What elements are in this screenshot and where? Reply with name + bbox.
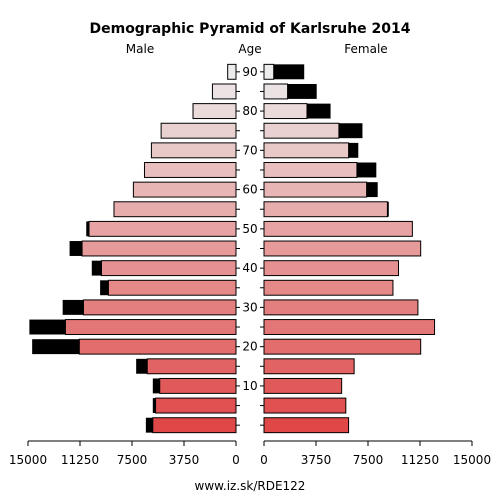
male-surplus-20-24 xyxy=(32,339,80,355)
source-footer: www.iz.sk/RDE122 xyxy=(195,479,306,493)
female-bar-40-44 xyxy=(263,260,400,277)
female-surplus-75-79 xyxy=(338,123,363,139)
male-surplus-0-4 xyxy=(145,417,153,433)
female-x-tick-label: 3750 xyxy=(301,453,332,467)
female-surplus-85-89 xyxy=(287,83,317,99)
female-bar-50-54 xyxy=(263,220,413,237)
age-tick-label: 90 xyxy=(242,65,257,79)
male-label: Male xyxy=(126,42,154,56)
female-bar-85-89 xyxy=(263,83,289,100)
male-bar-10-14 xyxy=(159,377,237,394)
female-bar-80-84 xyxy=(263,103,308,120)
age-tick-label: 80 xyxy=(242,104,257,118)
age-tick-label: 30 xyxy=(242,300,257,314)
female-surplus-90+ xyxy=(273,64,305,80)
male-bar-40-44 xyxy=(100,260,237,277)
male-bar-90+ xyxy=(227,63,237,80)
female-bar-75-79 xyxy=(263,122,340,139)
male-bar-85-89 xyxy=(211,83,237,100)
male-bar-30-34 xyxy=(82,299,237,316)
female-surplus-65-69 xyxy=(356,162,377,178)
male-x-tick-label: 3750 xyxy=(169,453,200,467)
female-bar-15-19 xyxy=(263,358,355,375)
female-bar-60-64 xyxy=(263,181,368,198)
x-axis: 15000 11250 7500 3750 0 0 3750 7500 11250 15000 xyxy=(9,440,491,467)
male-surplus-35-39 xyxy=(100,280,109,296)
female-label: Female xyxy=(344,42,387,56)
male-surplus-10-14 xyxy=(152,378,160,394)
age-tick-label: 10 xyxy=(242,379,257,393)
male-bar-60-64 xyxy=(132,181,237,198)
male-x-tick-label: 11250 xyxy=(61,453,99,467)
male-surplus-5-9 xyxy=(152,398,156,414)
female-bar-30-34 xyxy=(263,299,419,316)
male-bar-0-4 xyxy=(152,417,237,434)
male-surplus-15-19 xyxy=(136,358,148,374)
male-bar-75-79 xyxy=(160,122,237,139)
female-surplus-80-84 xyxy=(306,103,331,119)
male-x-tick-label: 15000 xyxy=(9,453,47,467)
male-surplus-25-29 xyxy=(29,319,66,335)
female-bar-5-9 xyxy=(263,397,347,414)
male-bar-35-39 xyxy=(107,279,237,296)
male-bar-80-84 xyxy=(192,103,237,120)
age-tick-label: 40 xyxy=(242,261,257,275)
age-tick-label: 20 xyxy=(242,340,257,354)
female-surplus-60-64 xyxy=(366,182,378,198)
female-bar-65-69 xyxy=(263,162,358,178)
male-bar-20-24 xyxy=(78,338,237,355)
age-tick-label: 50 xyxy=(242,222,257,236)
male-bar-25-29 xyxy=(64,319,237,335)
female-x-tick-label: 15000 xyxy=(453,453,491,467)
male-bar-70-74 xyxy=(150,142,237,159)
male-bar-5-9 xyxy=(155,397,237,414)
female-bar-20-24 xyxy=(263,338,422,355)
female-x-tick-label: 7500 xyxy=(353,453,384,467)
female-bar-0-4 xyxy=(263,417,350,434)
male-bar-50-54 xyxy=(88,220,237,237)
chart-title: Demographic Pyramid of Karlsruhe 2014 xyxy=(89,21,410,37)
male-surplus-30-34 xyxy=(62,299,84,315)
male-surplus-45-49 xyxy=(69,241,83,256)
female-bar-35-39 xyxy=(263,279,394,296)
male-surplus-50-54 xyxy=(86,221,90,237)
female-surplus-70-74 xyxy=(348,142,359,158)
age-label: Age xyxy=(238,42,261,56)
male-x-tick-label: 7500 xyxy=(117,453,148,467)
male-bar-55-59 xyxy=(113,201,237,218)
female-surplus-55-59 xyxy=(387,201,389,217)
female-x-tick-label: 0 xyxy=(260,453,268,467)
male-surplus-40-44 xyxy=(91,260,102,276)
bars-group xyxy=(29,63,436,434)
female-bar-70-74 xyxy=(263,142,350,159)
male-bar-45-49 xyxy=(81,240,237,257)
male-bar-65-69 xyxy=(143,162,237,178)
male-x-tick-label: 0 xyxy=(232,453,240,467)
female-x-tick-label: 11250 xyxy=(401,453,439,467)
female-bar-25-29 xyxy=(263,319,436,335)
female-bar-10-14 xyxy=(263,377,343,394)
age-tick-label: 60 xyxy=(242,183,257,197)
female-bar-45-49 xyxy=(263,240,422,257)
male-bar-15-19 xyxy=(146,358,237,375)
female-bar-90+ xyxy=(263,63,275,80)
female-bar-55-59 xyxy=(263,201,388,218)
age-tick-label: 70 xyxy=(242,143,257,157)
age-axis: 10 20 30 40 50 60 70 80 90 xyxy=(236,65,264,426)
